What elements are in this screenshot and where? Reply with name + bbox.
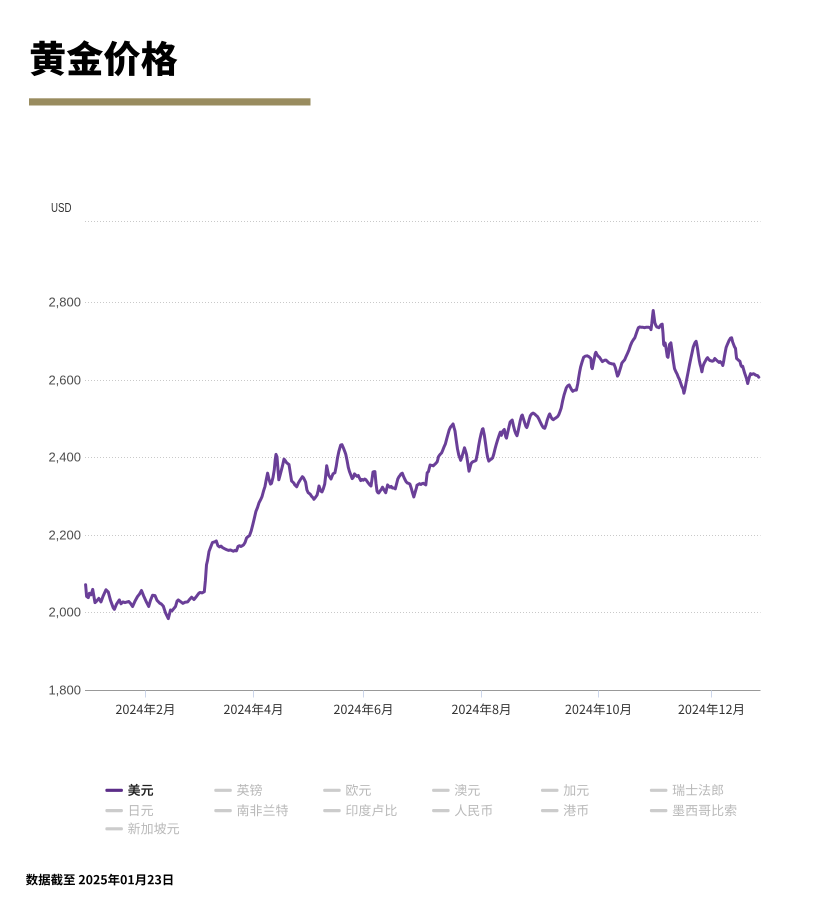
svg-text:2,200: 2,200: [48, 528, 81, 543]
svg-text:2,800: 2,800: [48, 295, 81, 310]
svg-text:USD: USD: [51, 200, 72, 215]
svg-text:2,400: 2,400: [48, 450, 81, 465]
svg-text:1,800: 1,800: [48, 683, 81, 698]
svg-text:2,600: 2,600: [48, 373, 81, 388]
svg-text:2,000: 2,000: [48, 605, 81, 620]
